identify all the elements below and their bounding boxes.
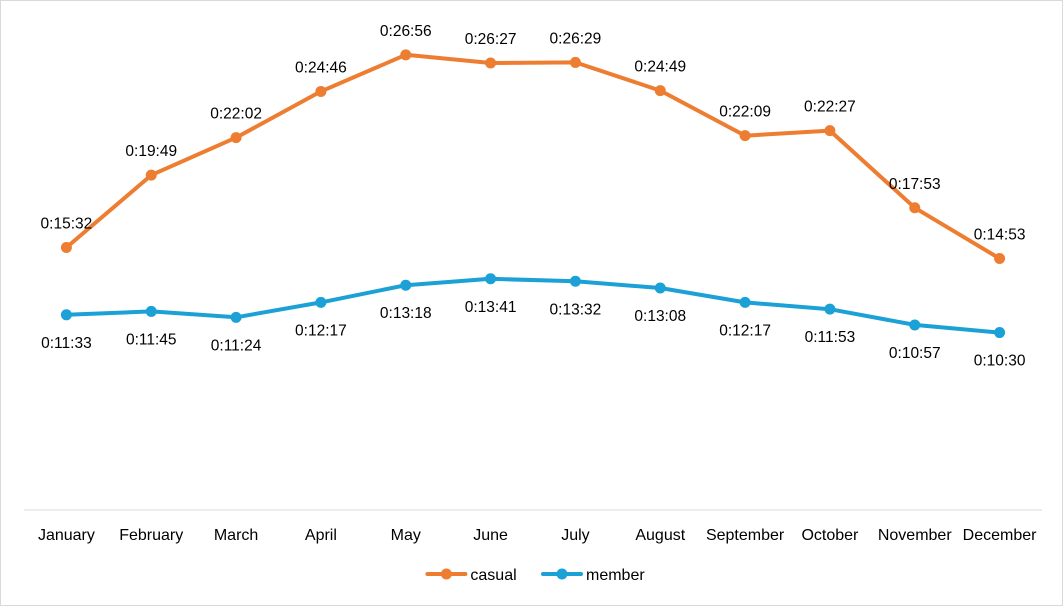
- legend: casual member: [425, 567, 645, 584]
- member-point-december: [994, 327, 1006, 339]
- casual-point-january: [60, 241, 72, 253]
- x-tick-label-september: September: [706, 527, 785, 544]
- member-point-june: [485, 273, 497, 285]
- casual-point-september: [739, 130, 751, 142]
- casual-data-label-may: 0:26:56: [380, 23, 432, 40]
- member-point-april: [315, 296, 327, 308]
- x-tick-label-may: May: [391, 527, 421, 544]
- x-tick-label-january: January: [38, 527, 95, 544]
- casual-data-label-april: 0:24:46: [295, 59, 347, 76]
- legend-label-casual: casual: [470, 567, 516, 584]
- casual-data-label-january: 0:15:32: [41, 215, 93, 232]
- series-layer: [60, 49, 1006, 339]
- casual-data-label-october: 0:22:27: [804, 99, 856, 116]
- member-data-label-november: 0:10:57: [889, 345, 941, 362]
- member-data-label-september: 0:12:17: [719, 322, 771, 339]
- legend-label-member: member: [586, 567, 645, 584]
- casual-point-april: [315, 85, 327, 97]
- casual-point-november: [909, 202, 921, 214]
- member-point-november: [909, 319, 921, 331]
- casual-data-label-december: 0:14:53: [974, 226, 1026, 243]
- casual-point-december: [994, 252, 1006, 264]
- member-data-label-july: 0:13:32: [550, 301, 602, 318]
- member-point-september: [739, 296, 751, 308]
- member-point-january: [60, 309, 72, 321]
- casual-data-label-june: 0:26:27: [465, 31, 517, 48]
- x-tick-label-october: October: [801, 527, 859, 544]
- member-data-label-december: 0:10:30: [974, 353, 1026, 370]
- member-data-label-february: 0:11:45: [126, 331, 177, 348]
- casual-point-october: [824, 125, 836, 137]
- casual-point-may: [400, 49, 412, 61]
- x-tick-label-november: November: [878, 527, 952, 544]
- member-data-label-october: 0:11:53: [805, 329, 856, 346]
- member-point-august: [654, 282, 666, 294]
- member-data-label-june: 0:13:41: [465, 299, 517, 316]
- x-tick-layer: January February March April May June July Augu…: [38, 527, 1037, 544]
- casual-point-august: [654, 85, 666, 97]
- legend-item-member: member: [541, 567, 645, 584]
- casual-point-july: [569, 56, 581, 68]
- casual-point-march: [230, 132, 242, 144]
- casual-data-label-march: 0:22:02: [210, 106, 262, 123]
- member-series-line: [64, 276, 1002, 335]
- legend-marker-casual: [440, 568, 452, 580]
- x-tick-label-july: July: [561, 527, 589, 544]
- member-point-july: [569, 275, 581, 287]
- x-tick-label-april: April: [305, 527, 337, 544]
- casual-data-label-november: 0:17:53: [889, 176, 941, 193]
- member-data-label-january: 0:11:33: [41, 335, 92, 352]
- casual-series-line: [64, 52, 1002, 261]
- casual-data-label-july: 0:26:29: [550, 30, 602, 47]
- member-data-label-april: 0:12:17: [295, 322, 347, 339]
- casual-data-label-september: 0:22:09: [719, 104, 771, 121]
- legend-item-casual: casual: [425, 567, 517, 584]
- casual-data-label-august: 0:24:49: [634, 59, 686, 76]
- member-point-may: [400, 279, 412, 291]
- member-point-october: [824, 303, 836, 315]
- legend-marker-member: [556, 568, 568, 580]
- x-tick-label-december: December: [963, 527, 1037, 544]
- casual-data-label-february: 0:19:49: [125, 143, 177, 160]
- member-point-march: [230, 311, 242, 323]
- casual-point-february: [145, 169, 157, 181]
- x-tick-label-june: June: [473, 527, 508, 544]
- x-tick-label-february: February: [119, 527, 183, 544]
- casual-point-june: [485, 57, 497, 69]
- x-tick-label-august: August: [635, 527, 685, 544]
- member-data-label-august: 0:13:08: [634, 308, 686, 325]
- member-data-label-may: 0:13:18: [380, 305, 432, 322]
- data-label-layer: 0:15:32 0:19:49 0:22:02 0:24:46 0:26:56 0:26:…: [41, 23, 1026, 370]
- x-tick-label-march: March: [214, 527, 258, 544]
- member-data-label-march: 0:11:24: [211, 337, 262, 354]
- member-point-february: [145, 305, 157, 317]
